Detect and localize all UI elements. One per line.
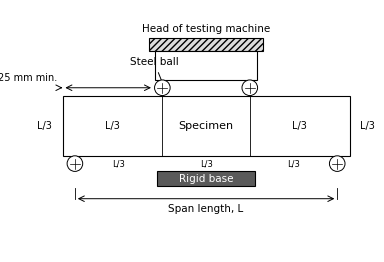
Bar [155,51,257,80]
Text: L/3: L/3 [112,160,125,169]
Circle shape [242,80,258,96]
Circle shape [67,156,83,171]
Text: L/3: L/3 [37,121,52,131]
Text: L/3: L/3 [287,160,300,169]
Bar [149,38,263,51]
Circle shape [329,156,345,171]
Text: Steel ball: Steel ball [130,57,179,85]
Text: Head of testing machine: Head of testing machine [142,24,270,34]
Bar [63,96,349,156]
Bar [157,171,255,186]
Text: 25 mm min.: 25 mm min. [0,74,57,84]
Text: Specimen: Specimen [179,121,233,131]
Circle shape [154,80,170,96]
Text: L/3: L/3 [200,160,212,169]
Text: L/3: L/3 [105,121,120,131]
Text: Span length, L: Span length, L [169,204,244,214]
Text: Rigid base: Rigid base [179,174,233,184]
Text: L/3: L/3 [292,121,307,131]
Text: L/3: L/3 [360,121,375,131]
